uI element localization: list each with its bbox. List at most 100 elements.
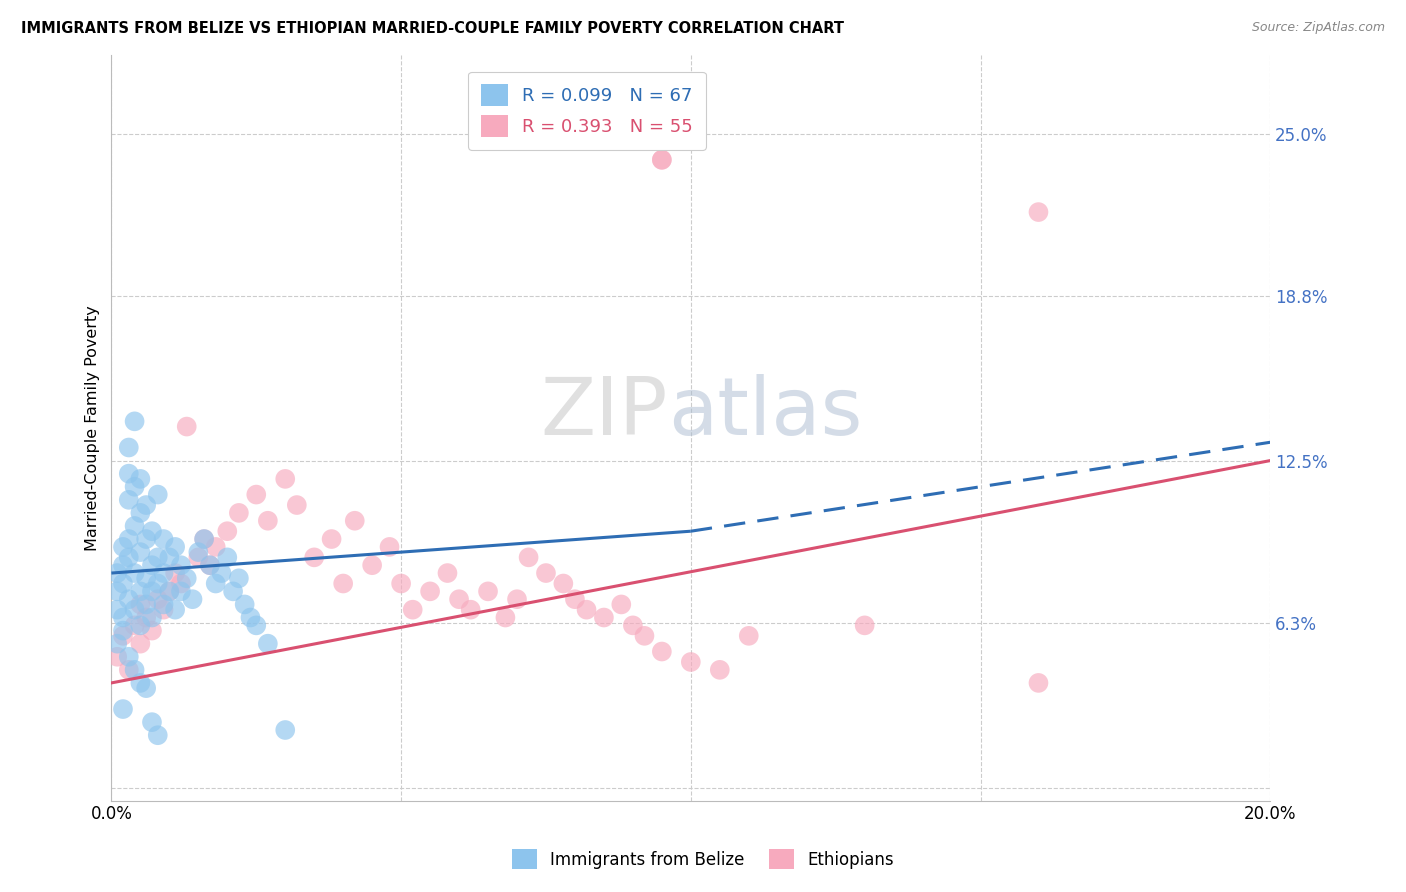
Point [274,472,297,486]
Point [217,524,239,539]
Point [343,514,366,528]
Point [118,592,141,607]
Point [111,629,134,643]
Point [157,584,180,599]
Point [111,576,134,591]
Point [141,524,163,539]
Point [738,629,761,643]
Point [361,558,384,573]
Point [593,610,616,624]
Point [564,592,586,607]
Point [534,566,557,580]
Point [257,637,280,651]
Text: ZIP: ZIP [540,374,668,452]
Point [111,540,134,554]
Point [111,702,134,716]
Point [460,602,482,616]
Point [553,576,575,591]
Point [170,584,193,599]
Point [129,598,152,612]
Point [517,550,540,565]
Point [419,584,441,599]
Point [105,566,128,580]
Point [449,592,471,607]
Point [124,663,146,677]
Point [129,676,152,690]
Point [193,532,215,546]
Point [633,629,655,643]
Point [157,550,180,565]
Point [118,550,141,565]
Point [436,566,458,580]
Point [129,506,152,520]
Point [152,532,174,546]
Point [402,602,425,616]
Point [198,558,221,573]
Point [176,419,198,434]
Point [506,592,529,607]
Point [204,576,226,591]
Point [321,532,343,546]
Point [233,598,256,612]
Point [152,598,174,612]
Point [679,655,702,669]
Point [146,550,169,565]
Text: atlas: atlas [668,374,862,452]
Point [257,514,280,528]
Point [274,723,297,737]
Point [165,566,187,580]
Point [575,602,598,616]
Point [176,571,198,585]
Point [129,472,152,486]
Point [378,540,401,554]
Point [477,584,499,599]
Point [146,487,169,501]
Point [111,558,134,573]
Point [129,637,152,651]
Point [129,584,152,599]
Point [181,592,204,607]
Point [228,506,250,520]
Point [118,441,141,455]
Point [124,566,146,580]
Point [157,584,180,599]
Text: Source: ZipAtlas.com: Source: ZipAtlas.com [1251,21,1385,34]
Point [146,576,169,591]
Point [135,532,157,546]
Point [135,610,157,624]
Point [853,618,876,632]
Point [118,532,141,546]
Point [129,618,152,632]
Point [1028,205,1050,219]
Point [170,576,193,591]
Point [187,545,209,559]
Point [198,558,221,573]
Point [118,649,141,664]
Point [228,571,250,585]
Point [146,728,169,742]
Point [141,715,163,730]
Point [124,480,146,494]
Point [170,558,193,573]
Point [129,545,152,559]
Point [152,566,174,580]
Point [105,602,128,616]
Point [389,576,412,591]
Point [245,487,267,501]
Point [118,663,141,677]
Point [105,584,128,599]
Point [135,498,157,512]
Point [494,610,516,624]
Point [146,592,169,607]
Point [118,492,141,507]
Point [165,602,187,616]
Point [193,532,215,546]
Point [332,576,354,591]
Point [124,618,146,632]
Point [610,598,633,612]
Point [1028,676,1050,690]
Point [141,624,163,638]
Point [135,681,157,695]
Point [245,618,267,632]
Y-axis label: Married-Couple Family Poverty: Married-Couple Family Poverty [86,305,100,550]
